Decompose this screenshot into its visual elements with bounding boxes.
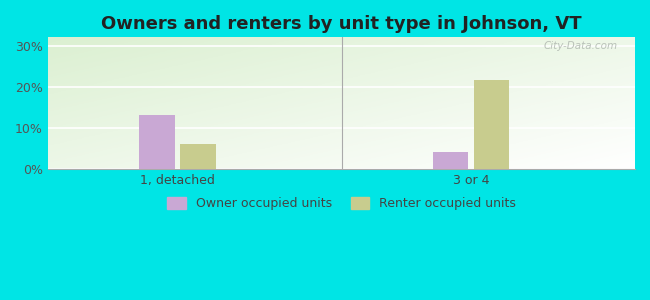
- Legend: Owner occupied units, Renter occupied units: Owner occupied units, Renter occupied un…: [162, 192, 521, 215]
- Text: City-Data.com: City-Data.com: [543, 41, 618, 51]
- Bar: [139, 115, 175, 169]
- Bar: [474, 80, 509, 169]
- Title: Owners and renters by unit type in Johnson, VT: Owners and renters by unit type in Johns…: [101, 15, 582, 33]
- Bar: [181, 144, 216, 169]
- Bar: [433, 152, 468, 169]
